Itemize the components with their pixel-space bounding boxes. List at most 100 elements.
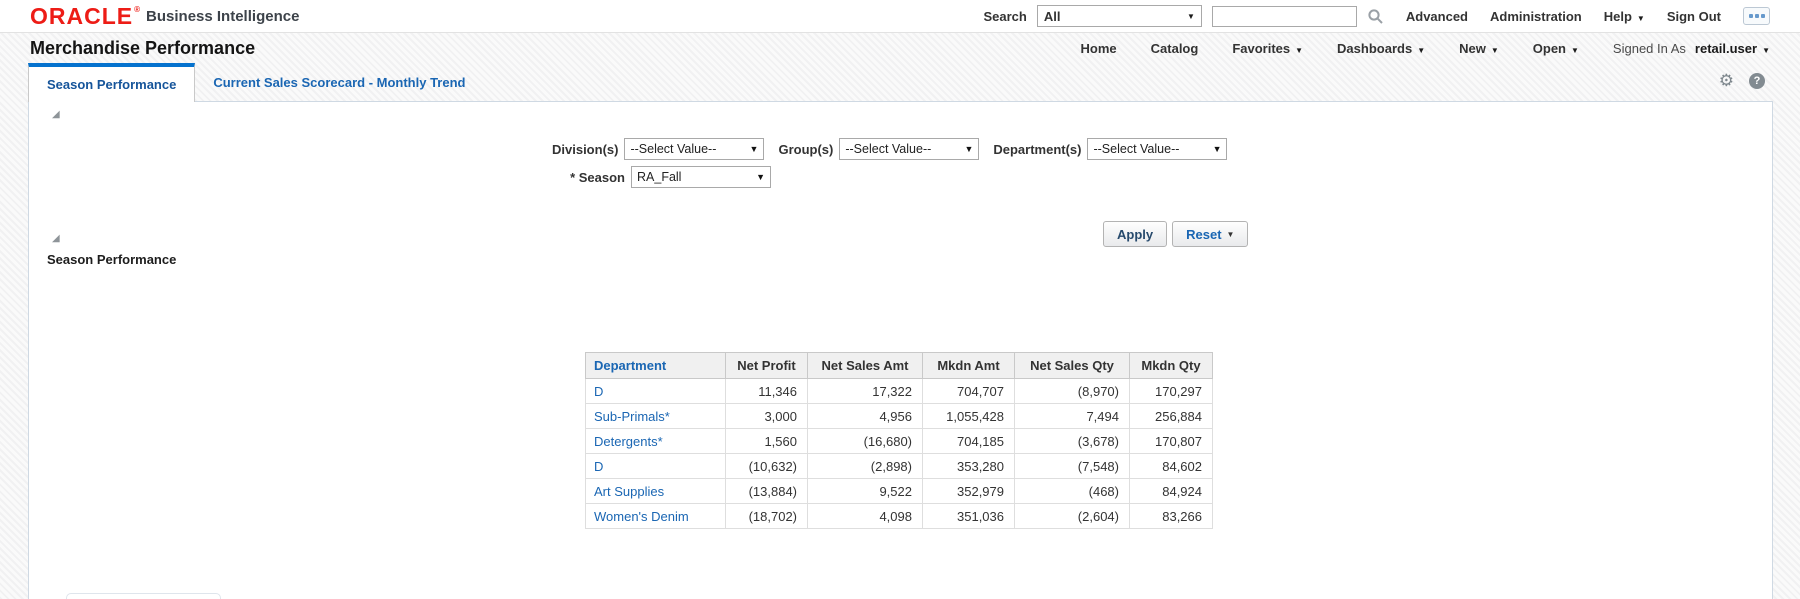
- selected-value: --Select Value--: [630, 142, 717, 156]
- header-menu: Advanced Administration Help ▼ Sign Out: [1406, 9, 1721, 24]
- nav-item-open[interactable]: Open ▼: [1532, 40, 1579, 56]
- section-title: Season Performance: [47, 252, 177, 267]
- metric-value: 4,956: [807, 403, 923, 429]
- chevron-down-icon: ▼: [1186, 11, 1195, 21]
- chevron-down-icon: ▼: [1571, 45, 1579, 55]
- signed-in-as-label: Signed In As: [1612, 40, 1686, 56]
- metric-value: 351,036: [922, 503, 1015, 529]
- collapse-section-icon[interactable]: ◢: [52, 233, 60, 244]
- nav-items: Home Catalog Favorites ▼ Dashboards ▼ New ▼ Open…: [1081, 41, 1579, 56]
- search-label: Search: [983, 8, 1027, 24]
- oracle-logo: ORACLE: [30, 3, 134, 29]
- more-options-button[interactable]: [1743, 7, 1770, 25]
- nav-item-dashboards[interactable]: Dashboards ▼: [1337, 40, 1426, 56]
- department-link[interactable]: D: [585, 453, 726, 479]
- metric-value: 3,000: [725, 403, 808, 429]
- search-scope-select[interactable]: All ▼: [1036, 5, 1202, 27]
- chevron-down-icon: ▼: [756, 172, 765, 182]
- metric-value: 353,280: [922, 453, 1015, 479]
- chevron-down-icon: ▼: [1636, 13, 1645, 23]
- group-s-select[interactable]: --Select Value-- ▼: [839, 138, 980, 160]
- metric-value: 84,602: [1129, 453, 1213, 479]
- division-s-select[interactable]: --Select Value-- ▼: [624, 138, 765, 160]
- department-link[interactable]: Women's Denim: [585, 503, 726, 529]
- department-link[interactable]: Detergents*: [585, 428, 726, 454]
- dashboard-panel: ◢ Division(s) --Select Value-- ▼ Group(s) --…: [28, 101, 1773, 599]
- metric-value: 704,185: [922, 428, 1015, 454]
- metric-value: 1,560: [725, 428, 808, 454]
- column-header-mkdn-qty: Mkdn Qty: [1129, 352, 1213, 379]
- prompt-row: Division(s) --Select Value-- ▼ Group(s) --Se…: [552, 138, 1241, 160]
- table-row: Art Supplies (13,884) 9,522 352,979 (468) 84,…: [585, 478, 1213, 504]
- chevron-down-icon: ▼: [1226, 229, 1235, 239]
- column-header-mkdn-amt: Mkdn Amt: [922, 352, 1015, 379]
- metric-value: (468): [1014, 478, 1130, 504]
- user-name: retail.user: [1694, 40, 1758, 56]
- header-toolbar: Search All ▼ Advanced Administration Help ▼…: [983, 5, 1770, 27]
- global-nav: Home Catalog Favorites ▼ Dashboards ▼ New ▼ Open…: [1081, 41, 1770, 56]
- user-menu[interactable]: retail.user ▼: [1695, 41, 1770, 56]
- chevron-down-icon: ▼: [1212, 144, 1222, 154]
- nav-item-catalog[interactable]: Catalog: [1150, 40, 1199, 56]
- table-row: Detergents* 1,560 (16,680) 704,185 (3,678) 17…: [585, 428, 1213, 454]
- search-icon[interactable]: [1367, 8, 1384, 25]
- chevron-down-icon: ▼: [1762, 45, 1770, 55]
- table-row: D 11,346 17,322 704,707 (8,970) 170,297: [585, 378, 1213, 404]
- help-menu[interactable]: Help ▼: [1603, 8, 1645, 24]
- season-label: * Season: [570, 169, 625, 185]
- department-s-select[interactable]: --Select Value-- ▼: [1087, 138, 1228, 160]
- metric-value: 170,297: [1129, 378, 1213, 404]
- nav-item-new[interactable]: New ▼: [1459, 40, 1499, 56]
- signed-in-group: Signed In As retail.user ▼: [1613, 41, 1770, 56]
- metric-value: (2,898): [807, 453, 923, 479]
- sign-out-link[interactable]: Sign Out: [1666, 8, 1721, 24]
- global-nav-row: Merchandise Performance Home Catalog Favor…: [30, 34, 1770, 62]
- season-prompt-row: * Season RA_Fall ▼: [552, 166, 785, 188]
- department-link[interactable]: Sub-Primals*: [585, 403, 726, 429]
- chevron-down-icon: ▼: [964, 144, 974, 154]
- top-header-bar: ORACLE ® Business Intelligence Search Al…: [0, 0, 1800, 33]
- help-icon[interactable]: ?: [1749, 73, 1765, 89]
- column-header-net-sales-qty: Net Sales Qty: [1014, 352, 1130, 379]
- metric-value: (16,680): [807, 428, 923, 454]
- product-name: Business Intelligence: [146, 8, 300, 25]
- column-header-department[interactable]: Department: [585, 352, 726, 379]
- metric-value: 83,266: [1129, 503, 1213, 529]
- metric-value: 256,884: [1129, 403, 1213, 429]
- dot-icon: [1754, 14, 1759, 18]
- metric-value: 352,979: [922, 478, 1015, 504]
- season-select[interactable]: RA_Fall ▼: [631, 166, 771, 188]
- registered-mark: ®: [134, 5, 141, 14]
- page-title: Merchandise Performance: [30, 37, 256, 58]
- metric-value: (10,632): [725, 453, 808, 479]
- table-header-row: Department Net Profit Net Sales Amt Mkdn Am…: [585, 352, 1213, 379]
- chevron-down-icon: ▼: [1490, 45, 1499, 55]
- metric-value: 17,322: [807, 378, 923, 404]
- administration-link[interactable]: Administration: [1490, 8, 1582, 24]
- tabs-container: Season Performance Current Sales Scorecar…: [28, 63, 1773, 102]
- reset-label: Reset: [1186, 226, 1222, 242]
- table-row: Women's Denim (18,702) 4,098 351,036 (2,604)…: [585, 503, 1213, 529]
- metric-value: (13,884): [725, 478, 808, 504]
- metric-value: (3,678): [1014, 428, 1130, 454]
- metric-value: 4,098: [807, 503, 923, 529]
- column-header-net-sales-amt: Net Sales Amt: [807, 352, 923, 379]
- nav-item-home[interactable]: Home: [1080, 40, 1117, 56]
- collapse-section-icon[interactable]: ◢: [52, 109, 60, 120]
- advanced-link[interactable]: Advanced: [1405, 8, 1468, 24]
- nav-item-favorites[interactable]: Favorites ▼: [1232, 40, 1304, 56]
- dot-icon: [1760, 14, 1765, 18]
- reset-button[interactable]: Reset ▼: [1172, 221, 1249, 247]
- dashboard-tabstrip: Season Performance Current Sales Scorecar…: [28, 63, 1773, 102]
- tab-current-sales-scorecard-monthly-trend[interactable]: Current Sales Scorecard - Monthly Trend: [213, 74, 466, 90]
- chevron-down-icon: ▼: [749, 144, 759, 154]
- search-input[interactable]: [1211, 5, 1357, 27]
- department-link[interactable]: Art Supplies: [585, 478, 726, 504]
- apply-button[interactable]: Apply: [1103, 221, 1168, 247]
- page-options: ⚙ ?: [1719, 72, 1765, 90]
- tab-season-performance[interactable]: Season Performance: [28, 63, 196, 102]
- gear-icon[interactable]: ⚙: [1718, 71, 1734, 90]
- season-performance-table: Department Net Profit Net Sales Amt Mkdn Am…: [585, 352, 1213, 529]
- search-group: Search All ▼: [983, 5, 1383, 27]
- department-link[interactable]: D: [585, 378, 726, 404]
